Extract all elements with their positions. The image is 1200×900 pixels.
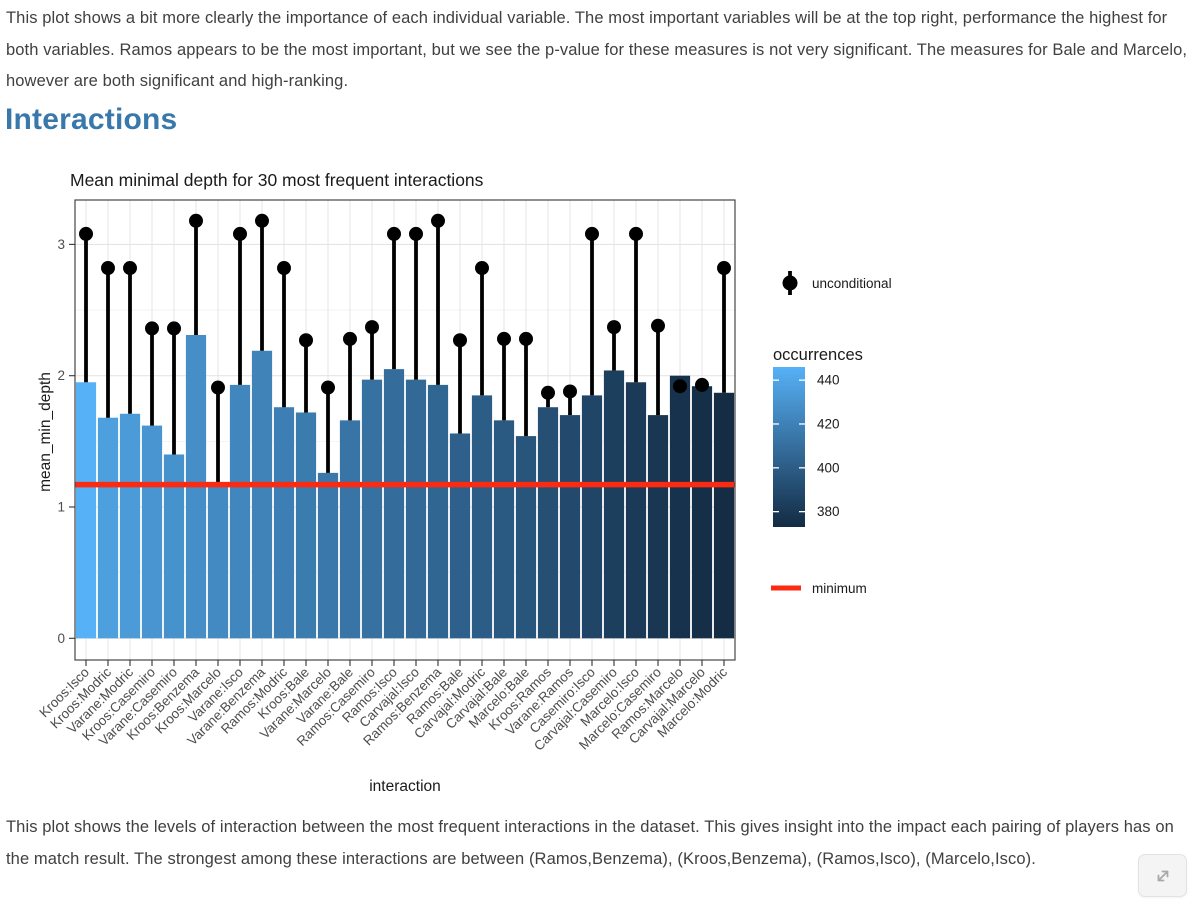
unconditional-dot: [695, 377, 709, 392]
unconditional-dot: [277, 261, 291, 276]
legend-unconditional-key: [782, 275, 798, 291]
unconditional-dot: [365, 320, 379, 335]
unconditional-dot: [167, 321, 181, 336]
bar: [75, 382, 97, 639]
legend-gradient-bar: [773, 367, 805, 527]
bar: [119, 413, 141, 639]
bar: [647, 415, 669, 639]
bar: [559, 415, 581, 639]
unconditional-dot: [387, 226, 401, 241]
bar: [493, 420, 515, 639]
legend-gradient-tick-label: 420: [817, 416, 840, 431]
bar: [471, 395, 493, 639]
bar: [163, 454, 185, 639]
legend-unconditional-label: unconditional: [812, 276, 892, 291]
bar: [713, 392, 735, 639]
unconditional-dot: [255, 213, 269, 228]
y-axis-label: mean_min_depth: [37, 372, 54, 492]
bar: [361, 379, 383, 639]
unconditional-dot: [519, 331, 533, 346]
unconditional-dot: [101, 261, 115, 276]
bar: [515, 436, 537, 639]
legend-gradient-tick-label: 380: [817, 504, 840, 519]
unconditional-dot: [475, 261, 489, 276]
bar: [427, 384, 449, 639]
chart-title: Mean minimal depth for 30 most frequent …: [70, 170, 484, 190]
bar: [141, 425, 163, 639]
interactions-chart: 0123Kroos:IscoKroos:ModricVarane:ModricK…: [36, 170, 892, 795]
bar: [669, 375, 691, 639]
plot-panel: [75, 200, 735, 660]
y-tick-label: 2: [57, 368, 65, 383]
unconditional-dot: [563, 384, 577, 399]
unconditional-dot: [123, 261, 137, 276]
unconditional-dot: [343, 331, 357, 346]
diagonal-resize-icon: [1157, 870, 1168, 881]
legend-occurrences-title: occurrences: [773, 346, 863, 364]
legend-minimum-label: minimum: [812, 581, 867, 596]
unconditional-dot: [651, 318, 665, 333]
unconditional-dot: [541, 385, 555, 400]
bar: [295, 412, 317, 639]
paragraph-variable-importance: This plot shows a bit more clearly the i…: [6, 9, 1188, 90]
bar: [603, 370, 625, 639]
unconditional-dot: [211, 380, 225, 395]
resize-handle-button[interactable]: [1138, 854, 1187, 897]
legend-gradient-tick-label: 440: [817, 373, 840, 388]
y-tick-label: 0: [57, 631, 65, 646]
bar: [449, 433, 471, 639]
bar: [581, 395, 603, 639]
bar: [625, 382, 647, 639]
unconditional-dot: [233, 226, 247, 241]
unconditional-dot: [453, 333, 467, 348]
bar: [405, 379, 427, 639]
unconditional-dot: [497, 331, 511, 346]
unconditional-dot: [673, 379, 687, 394]
unconditional-dot: [629, 226, 643, 241]
y-tick-label: 1: [57, 500, 65, 515]
bar: [251, 350, 273, 639]
unconditional-dot: [321, 380, 335, 395]
bar: [317, 472, 339, 639]
bar: [273, 407, 295, 639]
unconditional-dot: [717, 261, 731, 276]
interactions-plot-figure: 0 1 2 3 Kroos:Isco Kroos:Modric Varane:Modric K…: [0, 160, 960, 815]
legend-gradient-tick-label: 400: [817, 460, 840, 475]
panel-border: [74, 199, 736, 661]
x-axis-label: interaction: [369, 778, 441, 795]
bar: [691, 386, 713, 639]
unconditional-dot: [189, 213, 203, 228]
unconditional-dot: [431, 213, 445, 228]
unconditional-dot: [79, 226, 93, 241]
y-tick-label: 3: [57, 237, 65, 252]
unconditional-dot: [607, 320, 621, 335]
bar: [383, 369, 405, 639]
unconditional-dot: [585, 226, 599, 241]
bar: [97, 417, 119, 639]
unconditional-dot: [409, 226, 423, 241]
bar: [229, 384, 251, 639]
bar: [339, 420, 361, 639]
section-heading-interactions: Interactions: [5, 103, 178, 136]
unconditional-dot: [299, 333, 313, 348]
bar: [207, 484, 229, 639]
bar: [537, 407, 559, 639]
paragraph-interaction-summary: This plot shows the levels of interactio…: [6, 818, 1174, 868]
unconditional-dot: [145, 321, 159, 336]
